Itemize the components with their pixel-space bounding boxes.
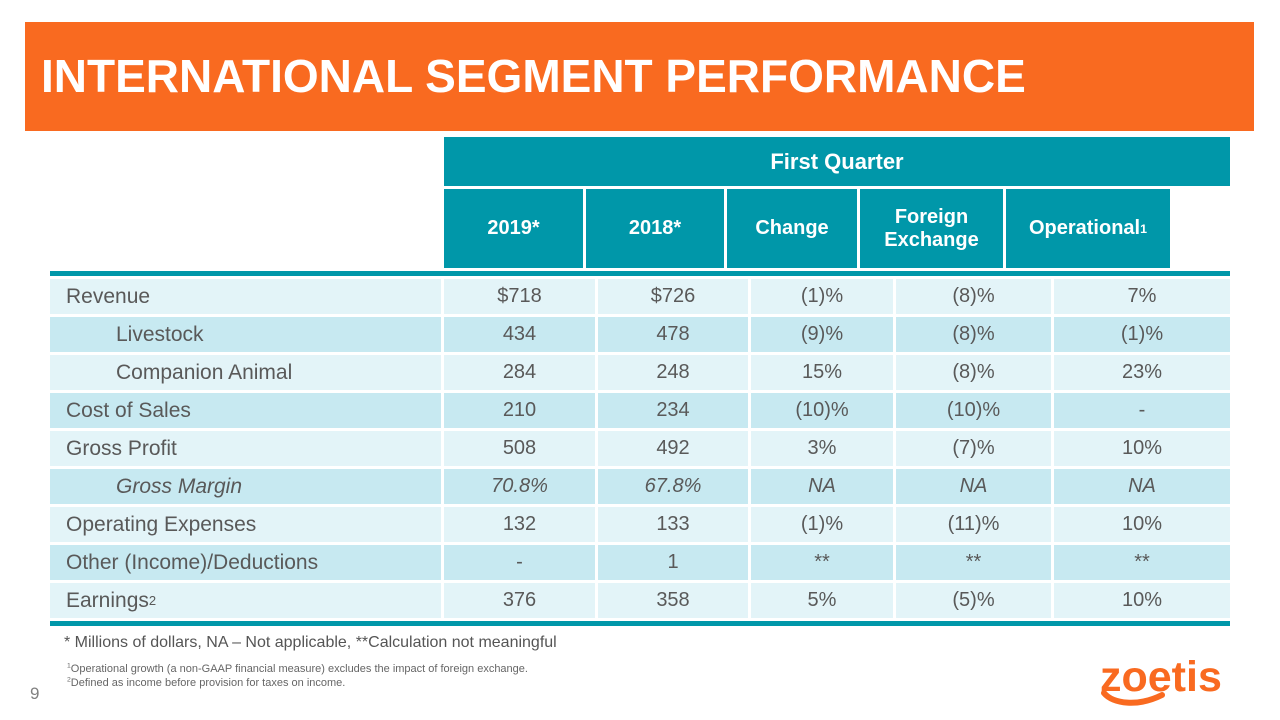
table-cell: (8)% xyxy=(896,317,1051,352)
table-cell: NA xyxy=(896,469,1051,504)
table-cell: ** xyxy=(1054,545,1230,580)
table-cell: 358 xyxy=(598,583,748,618)
table-cell: (5)% xyxy=(896,583,1051,618)
table-cell: 376 xyxy=(444,583,595,618)
table-cell: 15% xyxy=(751,355,893,390)
row-label: Revenue xyxy=(50,279,441,314)
column-header: Operational 1 xyxy=(1006,189,1170,268)
footnote-2-text: Defined as income before provision for t… xyxy=(70,677,346,689)
footnote-1-text: Operational growth (a non-GAAP financial… xyxy=(70,663,528,675)
table-top-border xyxy=(50,271,1230,276)
table-cell: 248 xyxy=(598,355,748,390)
label-column-spacer xyxy=(50,189,441,268)
table-row: Companion Animal 284 248 15% (8)% 23% xyxy=(50,355,1230,390)
table-cell: NA xyxy=(751,469,893,504)
table-cell: 23% xyxy=(1054,355,1230,390)
table-row: Gross Profit 508 492 3% (7)% 10% xyxy=(50,431,1230,466)
table-cell: ** xyxy=(896,545,1051,580)
column-header: 2018* xyxy=(586,189,724,268)
table-cell: 492 xyxy=(598,431,748,466)
table-cell: (8)% xyxy=(896,355,1051,390)
table-cell: 284 xyxy=(444,355,595,390)
table-cell: 478 xyxy=(598,317,748,352)
table-row: Earnings 2 376 358 5% (5)% 10% xyxy=(50,583,1230,618)
performance-table: First Quarter 2019* 2018* Change Foreign Ex… xyxy=(50,137,1230,626)
table-cell: (1)% xyxy=(751,279,893,314)
table-cell: 508 xyxy=(444,431,595,466)
footnote-1-sup: 1 xyxy=(67,662,71,670)
row-label: Operating Expenses xyxy=(50,507,441,542)
footnote-2-sup: 2 xyxy=(67,676,71,684)
table-cell: 132 xyxy=(444,507,595,542)
table-cell: 1 xyxy=(598,545,748,580)
group-header: First Quarter xyxy=(444,137,1230,186)
slide-title: INTERNATIONAL SEGMENT PERFORMANCE xyxy=(41,50,1026,102)
page-number: 9 xyxy=(30,684,40,703)
table-body: Revenue $718 $726 (1)% (8)% 7% Livestock 434 478… xyxy=(50,279,1230,618)
table-cell: 133 xyxy=(598,507,748,542)
table-cell: NA xyxy=(1054,469,1230,504)
table-row: Revenue $718 $726 (1)% (8)% 7% xyxy=(50,279,1230,314)
table-cell: (1)% xyxy=(751,507,893,542)
table-cell: (11)% xyxy=(896,507,1051,542)
column-header-row: 2019* 2018* Change Foreign Exchange Operatio… xyxy=(50,189,1230,268)
table-cell: 3% xyxy=(751,431,893,466)
row-label: Cost of Sales xyxy=(50,393,441,428)
zoetis-logo-svg: zoetis xyxy=(1100,653,1222,706)
column-header: 2019* xyxy=(444,189,583,268)
table-cell: (10)% xyxy=(896,393,1051,428)
table-cell: (8)% xyxy=(896,279,1051,314)
row-label: Livestock xyxy=(50,317,441,352)
footnote-2: 2Defined as income before provision for … xyxy=(67,676,346,689)
zoetis-swoosh-icon xyxy=(1101,690,1165,706)
table-bottom-border xyxy=(50,621,1230,626)
table-row: Operating Expenses 132 133 (1)% (11)% 10% xyxy=(50,507,1230,542)
table-cell: 7% xyxy=(1054,279,1230,314)
group-header-row: First Quarter xyxy=(50,137,1230,186)
row-label: Gross Profit xyxy=(50,431,441,466)
table-cell: (1)% xyxy=(1054,317,1230,352)
table-row: Other (Income)/Deductions -1 ** ** ** xyxy=(50,545,1230,580)
table-cell: ** xyxy=(751,545,893,580)
table-cell: 234 xyxy=(598,393,748,428)
table-cell: (10)% xyxy=(751,393,893,428)
table-cell: 10% xyxy=(1054,507,1230,542)
label-column-spacer xyxy=(50,137,441,186)
table-cell: 5% xyxy=(751,583,893,618)
table-cell: 70.8% xyxy=(444,469,595,504)
table-cell: - xyxy=(1054,393,1230,428)
table-cell: (9)% xyxy=(751,317,893,352)
row-label: Other (Income)/Deductions xyxy=(50,545,441,580)
footnote-1: 1Operational growth (a non-GAAP financia… xyxy=(67,662,528,675)
table-cell: 10% xyxy=(1054,583,1230,618)
table-row: Gross Margin 70.8% 67.8% NA NA NA xyxy=(50,469,1230,504)
table-cell: 210 xyxy=(444,393,595,428)
table-cell: (7)% xyxy=(896,431,1051,466)
zoetis-logo: zoetis xyxy=(1098,650,1230,710)
table-cell: $718 xyxy=(444,279,595,314)
row-label: Gross Margin xyxy=(50,469,441,504)
row-label: Earnings 2 xyxy=(50,583,441,618)
table-cell: 67.8% xyxy=(598,469,748,504)
table-row: Livestock 434 478 (9)% (8)% (1)% xyxy=(50,317,1230,352)
footnote-units: * Millions of dollars, NA – Not applicab… xyxy=(64,634,557,651)
title-banner: INTERNATIONAL SEGMENT PERFORMANCE xyxy=(25,22,1254,131)
column-header: Foreign Exchange xyxy=(860,189,1003,268)
column-header: Change xyxy=(727,189,857,268)
table-cell: $726 xyxy=(598,279,748,314)
table-cell: 10% xyxy=(1054,431,1230,466)
table-row: Cost of Sales 210 234 (10)% (10)% - xyxy=(50,393,1230,428)
row-label: Companion Animal xyxy=(50,355,441,390)
table-cell: - xyxy=(444,545,595,580)
table-cell: 434 xyxy=(444,317,595,352)
